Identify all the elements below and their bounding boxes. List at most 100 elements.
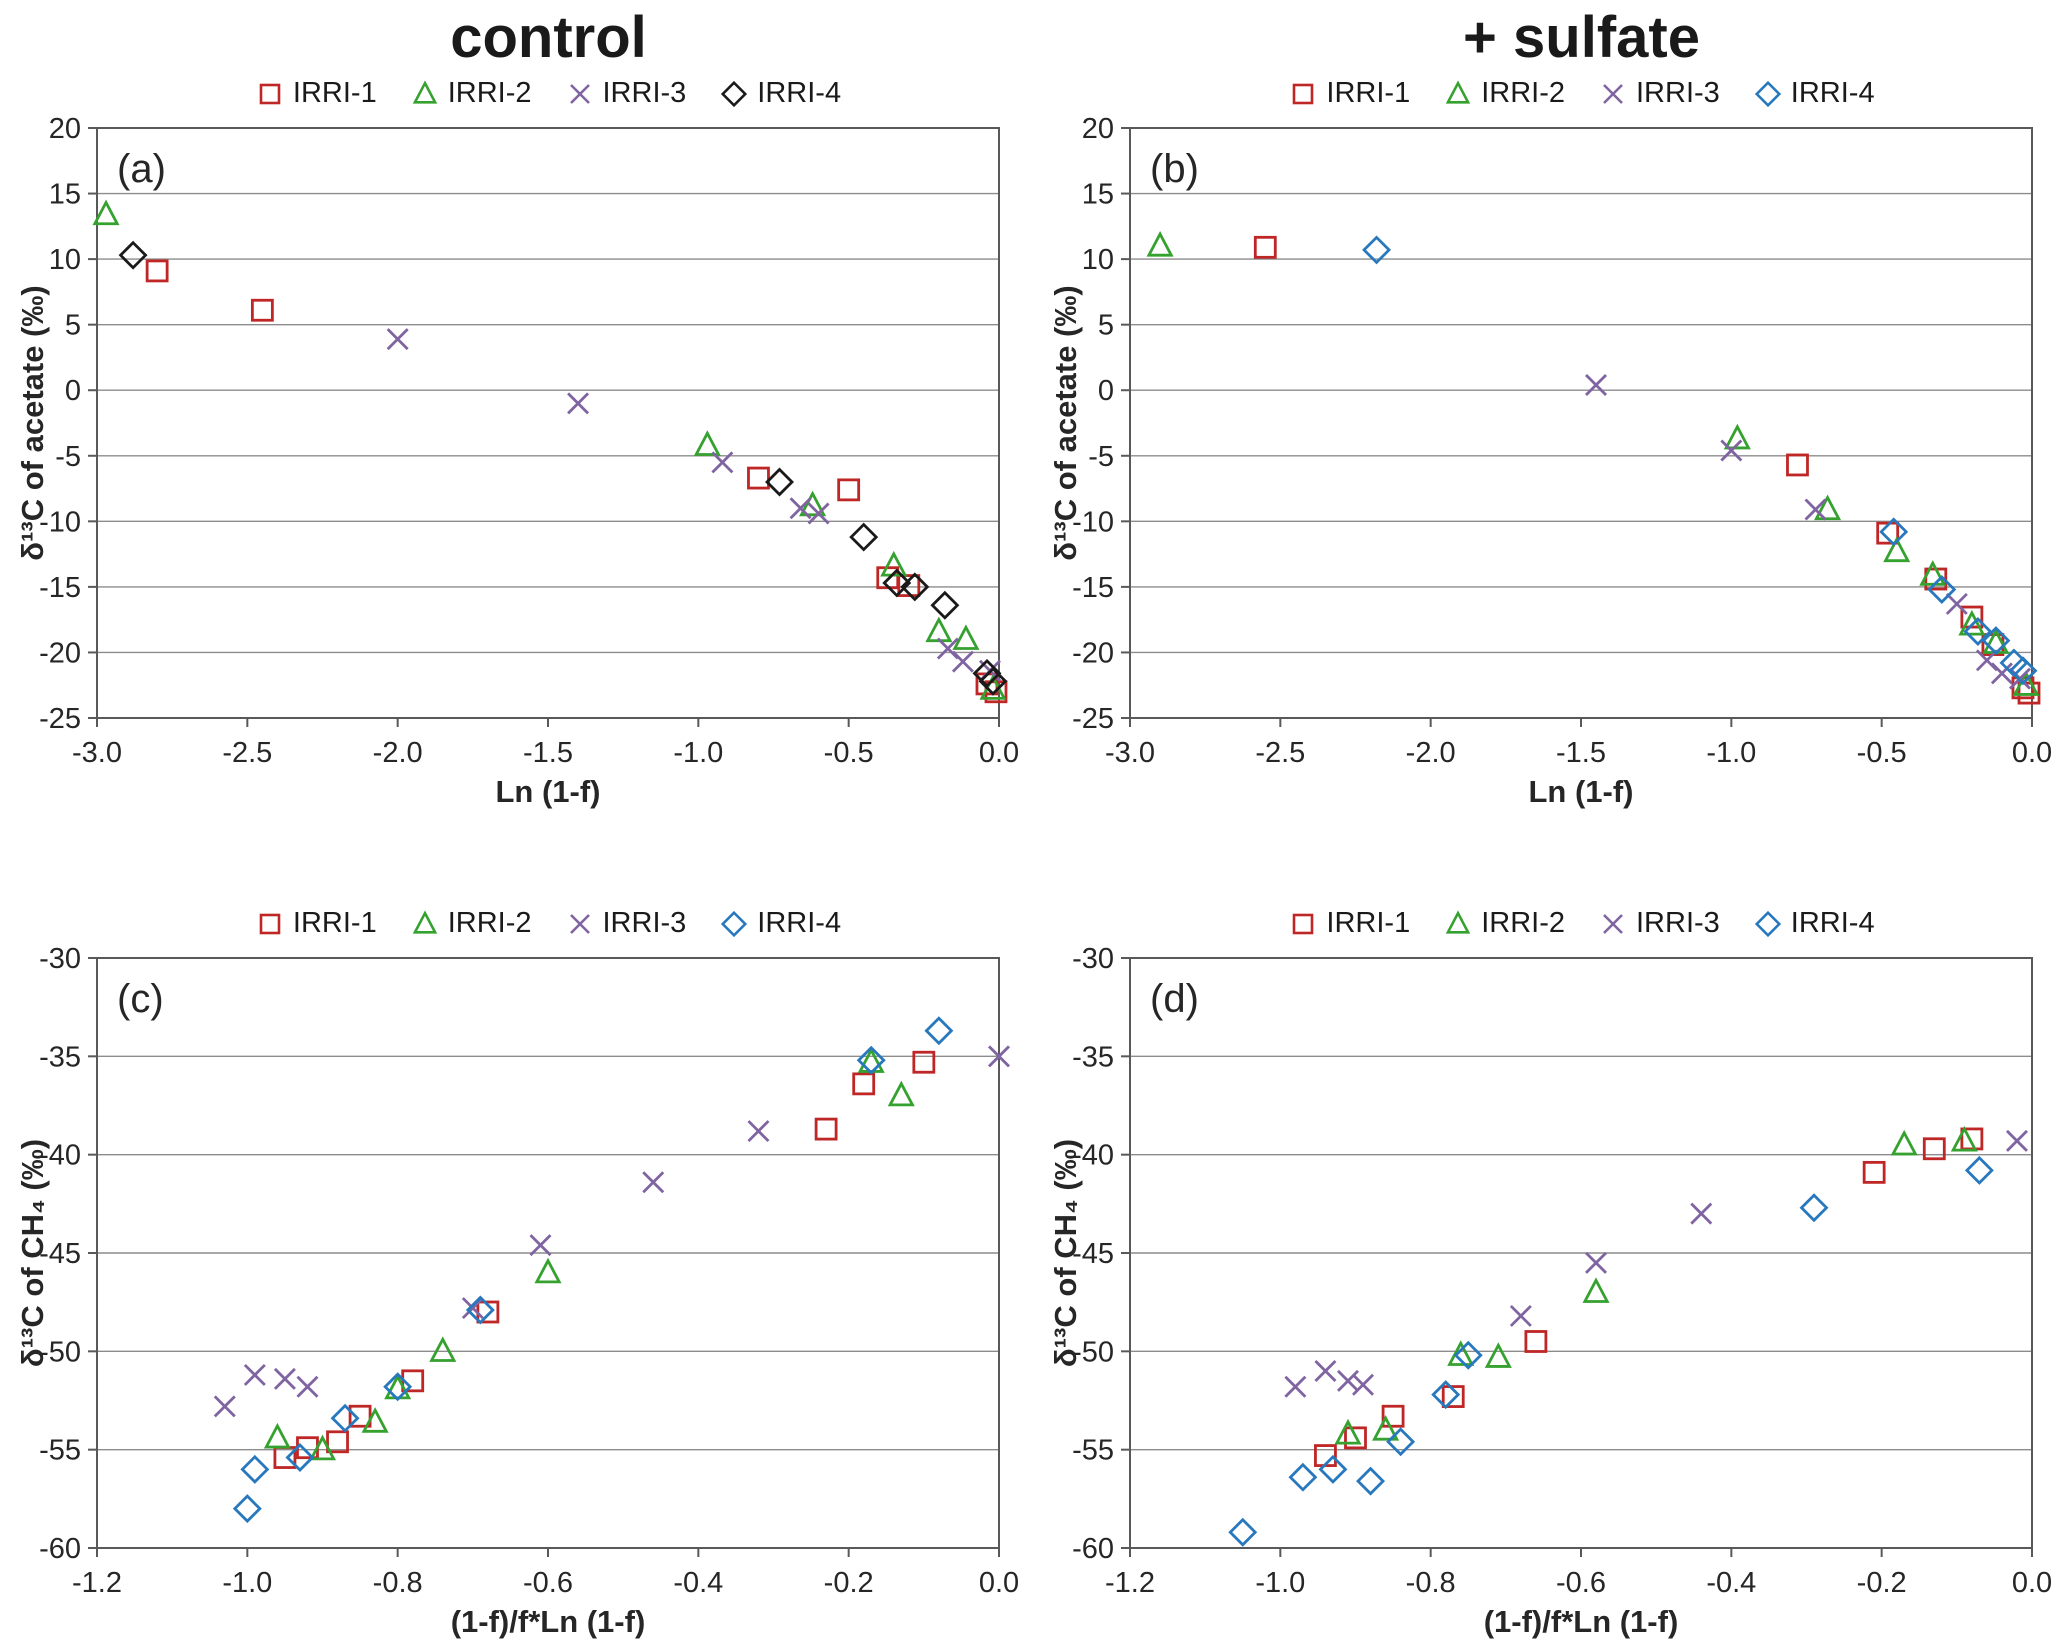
- y-axis-title: δ¹³C of acetate (‰): [1048, 285, 1083, 560]
- data-point-irri-2: [693, 430, 721, 456]
- legend-item-irri-3: IRRI-3: [1599, 77, 1720, 110]
- data-point-irri-4: [330, 1403, 360, 1433]
- data-point-irri-3: [951, 650, 974, 673]
- legend-marker: [569, 83, 590, 104]
- legend-label: IRRI-4: [757, 77, 842, 110]
- data-point-irri-3: [528, 1233, 551, 1256]
- x-tick-label: 0.0: [978, 1567, 1018, 1599]
- legend-item-irri-3: IRRI-3: [1599, 907, 1720, 940]
- legend-b: IRRI-1 IRRI-2 IRRI-3 IRRI-4: [1225, 72, 1875, 116]
- x-tick-label: -1.5: [523, 737, 573, 769]
- y-tick-label: -15: [1072, 572, 1114, 604]
- legend-label: IRRI-3: [602, 907, 687, 940]
- legend-item-irri-1: IRRI-1: [256, 77, 377, 110]
- data-point-irri-2: [1582, 1277, 1610, 1303]
- triangle-marker-icon: [412, 910, 437, 934]
- y-tick-label: -45: [1072, 1238, 1114, 1270]
- x-tick-label: -0.6: [523, 1567, 573, 1599]
- data-point-irri-4: [232, 1493, 262, 1523]
- data-point-irri-2: [1372, 1414, 1400, 1441]
- square-marker-icon: [259, 83, 281, 105]
- x-marker-icon: [569, 83, 590, 104]
- data-point-irri-1: [325, 1430, 349, 1453]
- legend-marker: [1754, 80, 1781, 107]
- diamond-marker-icon: [1754, 910, 1781, 937]
- plot-border: [95, 126, 1000, 719]
- data-point-irri-1: [250, 298, 274, 322]
- data-point-irri-4: [1799, 1193, 1829, 1223]
- legend-item-irri-4: IRRI-4: [720, 77, 841, 110]
- x-axis-title: (1-f)/f*Ln (1-f): [1484, 1604, 1679, 1639]
- data-point-irri-1: [1344, 1426, 1367, 1450]
- legend-a: IRRI-1 IRRI-2 IRRI-3 IRRI-4: [192, 72, 841, 116]
- data-point-irri-3: [1690, 1202, 1713, 1225]
- y-tick-label: -20: [39, 637, 81, 669]
- legend-label: IRRI-3: [1636, 907, 1720, 940]
- panel-label: (a): [117, 147, 166, 191]
- data-point-irri-3: [641, 1171, 664, 1193]
- data-point-irri-2: [533, 1257, 562, 1284]
- y-tick-label: -60: [39, 1533, 81, 1565]
- data-point-irri-2: [2012, 670, 2040, 696]
- data-point-irri-3: [1720, 439, 1743, 462]
- data-point-irri-4: [1963, 616, 1993, 646]
- square-marker-icon: [259, 913, 281, 935]
- data-point-irri-2: [1723, 423, 1751, 450]
- data-point-irri-3: [386, 327, 409, 350]
- legend-item-irri-2: IRRI-2: [411, 77, 532, 110]
- y-axis-title: δ¹³C of CH₄ (‰): [15, 1139, 50, 1367]
- data-point-irri-1: [1441, 1384, 1465, 1408]
- x-tick-label: -0.4: [1706, 1567, 1756, 1599]
- panel-label: (b): [1150, 147, 1199, 191]
- y-tick-label: -35: [1072, 1041, 1114, 1073]
- x-tick-label: -0.8: [372, 1567, 422, 1599]
- y-axis-title: δ¹³C of CH₄ (‰): [1048, 1139, 1083, 1367]
- diamond-marker-icon: [721, 80, 748, 107]
- x-tick-label: -0.8: [1406, 1567, 1456, 1599]
- data-point-irri-4: [1356, 1466, 1386, 1496]
- legend-item-irri-3: IRRI-3: [566, 77, 686, 110]
- data-point-irri-1: [851, 1072, 875, 1096]
- y-tick-label: 0: [1098, 375, 1114, 407]
- legend-item-irri-2: IRRI-2: [1444, 907, 1565, 940]
- data-point-irri-2: [857, 1047, 885, 1073]
- y-tick-label: -40: [39, 1139, 81, 1171]
- y-tick-label: -30: [39, 946, 81, 975]
- data-point-irri-3: [295, 1375, 318, 1398]
- y-tick-label: 5: [64, 309, 80, 341]
- data-point-irri-4: [1288, 1462, 1318, 1492]
- data-point-irri-4: [1879, 517, 1909, 547]
- data-point-irri-3: [807, 502, 830, 525]
- data-point-irri-3: [1336, 1369, 1359, 1392]
- x-tick-label: -3.0: [72, 737, 122, 769]
- legend-marker: [412, 910, 437, 934]
- data-point-irri-2: [1447, 1340, 1475, 1366]
- data-point-irri-2: [924, 616, 952, 642]
- x-tick-label: -2.0: [372, 737, 422, 769]
- y-tick-label: -5: [55, 441, 81, 473]
- data-point-irri-2: [887, 1080, 915, 1107]
- data-point-irri-4: [1964, 1155, 1994, 1185]
- data-point-irri-2: [263, 1422, 291, 1449]
- panel-label: (d): [1150, 977, 1199, 1021]
- legend-marker: [569, 913, 590, 934]
- data-point-irri-2: [1883, 536, 1911, 562]
- legend-label: IRRI-2: [447, 77, 532, 110]
- y-tick-label: -50: [39, 1336, 81, 1368]
- data-point-irri-4: [848, 522, 878, 552]
- column-title-control: control: [450, 5, 647, 70]
- legend-label: IRRI-2: [447, 907, 532, 940]
- data-point-irri-3: [243, 1363, 266, 1386]
- triangle-marker-icon: [1445, 910, 1471, 934]
- data-point-irri-2: [383, 1373, 411, 1400]
- legend-c: IRRI-1 IRRI-2 IRRI-3 IRRI-4: [192, 902, 841, 946]
- y-tick-label: -55: [39, 1434, 81, 1466]
- data-point-irri-3: [566, 392, 589, 415]
- legend-marker: [1293, 913, 1314, 935]
- data-point-irri-4: [899, 572, 929, 602]
- y-tick-label: 15: [1082, 178, 1114, 210]
- x-marker-icon: [1603, 83, 1623, 104]
- legend-marker: [721, 80, 748, 107]
- x-tick-label: -1.0: [1706, 737, 1756, 769]
